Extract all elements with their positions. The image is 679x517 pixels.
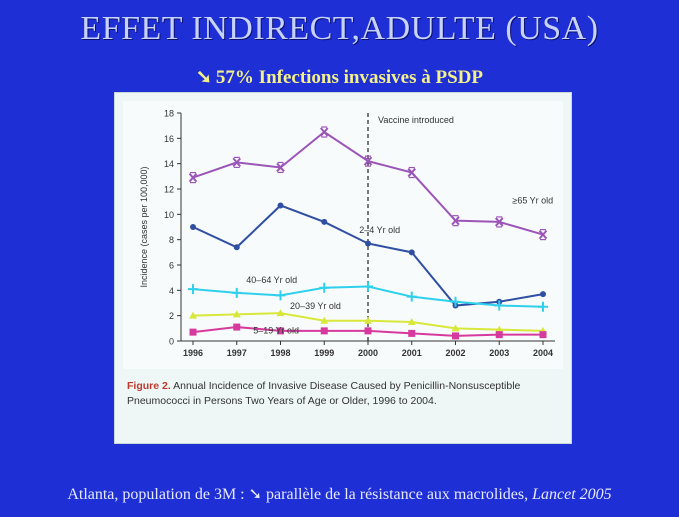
figure-caption: Figure 2. Annual Incidence of Invasive D… <box>127 379 557 409</box>
slide-title: EFFET INDIRECT,ADULTE (USA) <box>80 10 599 47</box>
data-point <box>233 244 240 251</box>
x-tick-label: 1997 <box>227 348 247 358</box>
x-tick-label: 2002 <box>445 348 465 358</box>
data-point <box>365 240 371 247</box>
series-plus: 40–64 Yr old <box>188 275 548 312</box>
footer-text-pre: Atlanta, population de 3M : <box>67 486 245 503</box>
data-point <box>408 249 415 256</box>
series-x: ≥65 Yr old <box>188 126 553 241</box>
data-point <box>363 156 373 166</box>
y-tick-label: 10 <box>164 210 174 220</box>
footer-text-mid: parallèle de la résistance aux macrolide… <box>266 486 529 503</box>
x-tick-label: 1998 <box>270 348 290 358</box>
data-point <box>320 327 328 335</box>
incidence-line-chart: 0 2 4 6 8 10 12 14 16 18 1996 1997 1998 1999 2000 2001 2… <box>139 109 555 358</box>
data-point <box>276 309 285 317</box>
subtitle-text: 57% Infections invasives à PSDP <box>215 67 483 88</box>
y-tick-label: 0 <box>169 337 174 347</box>
data-point <box>451 216 460 226</box>
series-square: 5–19 Yr old <box>189 323 547 340</box>
footer-journal: Lancet 2005 <box>532 486 612 503</box>
data-point <box>450 296 461 307</box>
chart-area: 0 2 4 6 8 10 12 14 16 18 1996 1997 1998 1999 2000 2001 2… <box>123 101 563 369</box>
data-point <box>538 301 548 312</box>
data-point <box>232 157 242 168</box>
figure-card: 0 2 4 6 8 10 12 14 16 18 1996 1997 1998 1999 2000 2001 2… <box>114 92 572 444</box>
data-point <box>407 318 416 325</box>
data-point <box>277 202 284 209</box>
data-point <box>319 282 330 293</box>
y-tick-label: 12 <box>164 185 174 195</box>
y-tick-label: 14 <box>164 159 174 169</box>
vaccine-introduced-label: Vaccine introduced <box>378 115 454 125</box>
data-point <box>232 310 241 318</box>
data-point <box>189 311 197 319</box>
data-point <box>494 217 504 227</box>
data-point <box>188 284 198 295</box>
data-point <box>363 281 373 292</box>
series-label: 40–64 Yr old <box>246 275 297 285</box>
x-tick-label: 2000 <box>358 348 378 358</box>
figure-caption-text: Annual Incidence of Invasive Disease Cau… <box>127 380 521 408</box>
y-axis-label: Incidence (cases per 100,000) <box>139 166 149 287</box>
y-tick-label: 4 <box>169 286 174 296</box>
data-point <box>231 287 242 298</box>
data-point <box>407 167 417 178</box>
data-point <box>452 332 459 340</box>
slide-footer: Atlanta, population de 3M : ➘ parallèle … <box>0 484 679 504</box>
y-tick-label: 6 <box>169 261 174 271</box>
x-tick-label: 1996 <box>183 348 203 358</box>
y-tick-label: 18 <box>164 109 174 119</box>
y-tick-label: 16 <box>164 134 174 144</box>
data-point <box>364 327 372 335</box>
slide-subtitle: ➘ 57% Infections invasives à PSDP <box>0 66 679 89</box>
data-point <box>451 324 460 332</box>
figure-label: Figure 2. <box>127 380 171 392</box>
x-tick-label: 2004 <box>533 348 553 358</box>
data-point <box>408 329 416 337</box>
x-tick-label: 2001 <box>402 348 422 358</box>
data-point <box>321 218 328 225</box>
data-point <box>538 229 548 240</box>
data-point <box>320 316 329 324</box>
series-label: 5–19 Yr old <box>253 325 299 335</box>
data-point <box>539 331 547 339</box>
x-tick-label: 1999 <box>314 348 334 358</box>
series-label: 2–4 Yr old <box>359 225 400 235</box>
data-point <box>495 331 503 339</box>
data-point <box>406 291 417 302</box>
series-label: ≥65 Yr old <box>512 196 553 206</box>
data-point <box>190 224 196 230</box>
data-point <box>189 328 197 336</box>
arrow-down-right-icon: ➘ <box>196 67 212 88</box>
y-tick-label: 8 <box>169 235 174 245</box>
data-point <box>233 323 241 331</box>
x-tick-label: 2003 <box>489 348 509 358</box>
data-point <box>495 325 504 333</box>
data-point <box>277 327 284 335</box>
data-point <box>188 172 198 183</box>
data-point <box>319 127 329 137</box>
arrow-down-right-icon: ➘ <box>248 486 263 503</box>
data-point <box>494 300 505 311</box>
data-point <box>276 162 285 173</box>
series-label: 20–39 Yr old <box>290 301 341 311</box>
data-point <box>364 316 372 324</box>
data-point <box>540 291 546 298</box>
y-tick-label: 2 <box>169 311 174 321</box>
data-point <box>275 290 286 301</box>
